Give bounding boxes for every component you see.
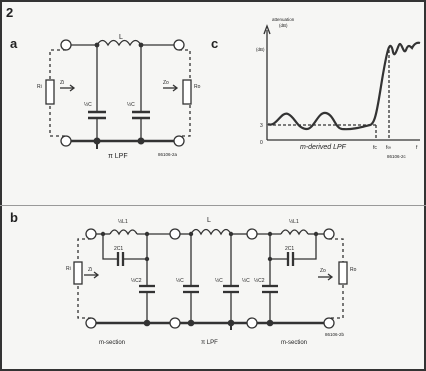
panel-c-label: c [211,36,218,51]
panel-c-x-end: f [416,145,418,151]
panel-b-label: b [10,210,18,225]
panel-b-right-inductor-label: ½L1 [289,218,299,225]
panel-a-inductor-label: L [119,34,123,41]
divider-rule [0,205,426,206]
panel-b-middle-cap-right-label: ½C [242,277,250,284]
panel-a-source-label: Ri [37,84,42,90]
left-rule [0,0,2,371]
top-rule [0,0,426,2]
panel-c-plot [263,24,421,141]
panel-b-source-label: Ri [66,266,71,272]
panel-b-right-shunt-cap-label: ½C2 [254,277,265,284]
panel-b-middle-caption: π LPF [201,340,218,346]
panel-b-code: 86106-2b [325,332,345,337]
panel-b-middle-cap-left-label: ½C [176,277,184,284]
panel-b-left-caption: m-section [99,340,125,346]
panel-b-load-label: Ro [350,267,357,273]
panel-a-output-label: Zo [163,80,169,86]
panel-a-caption: π LPF [108,153,128,160]
panel-c-origin: 0 [260,140,263,146]
panel-b-right-caption: m-section [281,340,307,346]
panel-a-input-label: Zi [60,80,64,86]
panel-b-input-label: Zi [88,267,92,273]
panel-c-code: 86106-2c [387,154,407,159]
panel-b-middle-cap-mid-label: ½C [215,277,223,284]
panel-b-circuit [73,228,348,330]
right-rule [424,0,426,371]
panel-b-middle-inductor-label: L [207,217,211,224]
panel-c-ylabel-top: attenuation [272,17,295,22]
panel-a-cap-left-label: ½C [84,101,92,108]
panel-a-cap-right-label: ½C [127,101,135,108]
figure-number: 2 [6,5,13,20]
panel-b-left-inductor-label: ½L1 [118,218,128,225]
panel-c-x-fc: fc [373,145,377,151]
panel-b-right-series-cap-label: 2C1 [285,246,294,252]
panel-c-ylabel-unit: (dB) [279,23,288,28]
panel-a-label: a [10,36,18,51]
panel-c-x-finf: f∞ [386,145,391,151]
panel-b-left-series-cap-label: 2C1 [114,246,123,252]
panel-a-circuit [45,39,192,149]
panel-c-caption: m-derived LPF [300,144,347,151]
bottom-rule [0,369,426,371]
panel-a-load-label: Ro [194,84,201,90]
panel-c-y-top: (dB) [256,47,265,52]
panel-c-y-three: 3 [260,123,263,129]
panel-b-output-label: Zo [320,268,326,274]
panel-b-left-shunt-cap-label: ½C2 [131,277,142,284]
panel-a-code: 86106-2a [158,152,178,157]
